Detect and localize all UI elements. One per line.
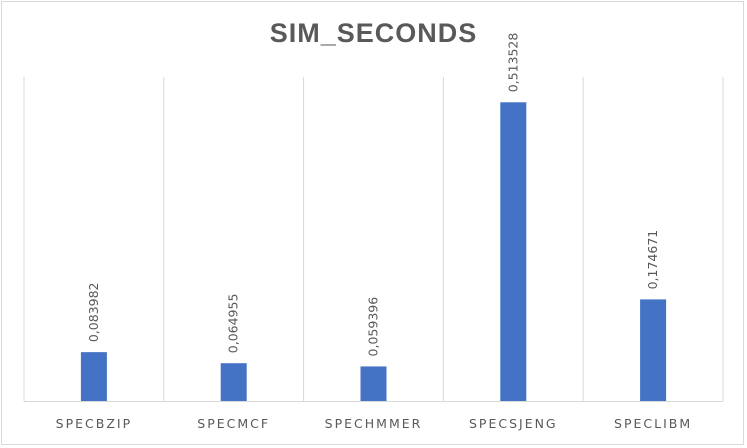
- tick-label-speclibm: SPECLIBM: [614, 416, 692, 431]
- chart-title: SIM_SECONDS: [269, 18, 478, 48]
- tick-label-specbzip: SPECBZIP: [56, 416, 132, 431]
- data-label-specbzip: 0,083982: [86, 282, 101, 342]
- bar-specsjeng[interactable]: [500, 102, 527, 401]
- bar-spechmmer[interactable]: [360, 366, 387, 401]
- bar-specbzip[interactable]: [80, 352, 107, 401]
- data-label-spechmmer: 0,059396: [366, 297, 381, 357]
- tick-label-spechmmer: SPECHMMER: [325, 416, 423, 431]
- data-label-specmcf: 0,064955: [226, 294, 241, 354]
- data-label-speclibm: 0,174671: [645, 230, 660, 290]
- tick-label-specmcf: SPECMCF: [197, 416, 270, 431]
- bar-speclibm[interactable]: [640, 299, 667, 401]
- data-label-specsjeng: 0,513528: [505, 33, 520, 93]
- bar-specmcf[interactable]: [220, 363, 247, 401]
- tick-label-specsjeng: SPECSJENG: [469, 416, 558, 431]
